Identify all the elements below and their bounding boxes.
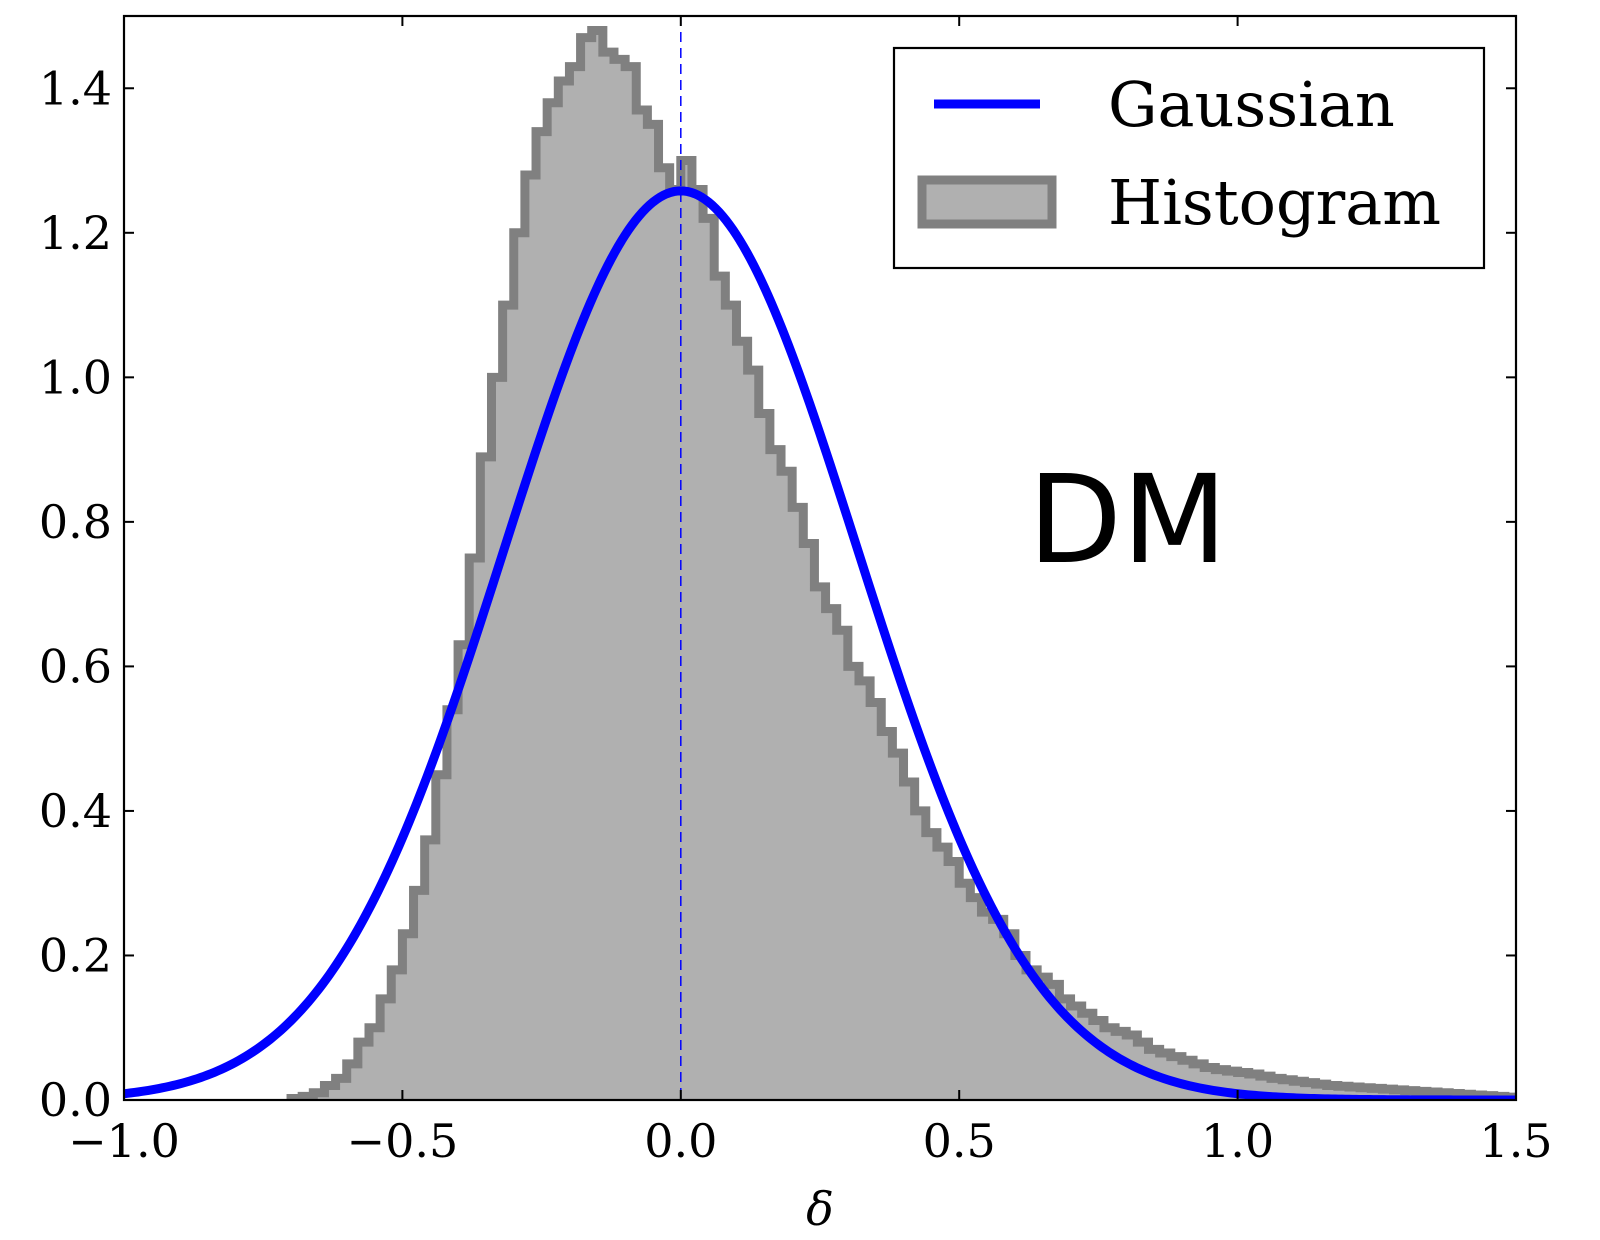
dm-annotation: DM	[1028, 449, 1227, 591]
y-tick-label: 0.2	[39, 928, 112, 982]
x-axis-tick-labels: −1.0 −0.5 0.0 0.5 1.0 1.5	[68, 1114, 1552, 1168]
axis-ticks	[123, 16, 1517, 1101]
plot-area	[124, 16, 1516, 1100]
legend-frame	[892, 46, 1486, 270]
y-tick-label: 0.8	[39, 495, 112, 549]
x-tick-label: 0.0	[644, 1114, 717, 1168]
plot-frame	[122, 14, 1518, 1102]
y-tick-label: 1.0	[39, 350, 112, 404]
legend: Gaussian Histogram	[892, 46, 1486, 270]
y-tick-label: 0.0	[39, 1073, 112, 1127]
x-axis-label: δ	[806, 1182, 834, 1236]
y-tick-label: 1.2	[39, 206, 112, 260]
gaussian-curve	[124, 186, 1516, 1100]
x-tick-label: 0.5	[923, 1114, 996, 1168]
y-tick-label: 0.4	[39, 784, 112, 838]
legend-histogram-label: Histogram	[1108, 166, 1441, 239]
y-tick-label: 0.6	[39, 639, 112, 693]
y-tick-label: 1.4	[39, 61, 112, 115]
x-tick-label: 1.5	[1479, 1114, 1552, 1168]
x-tick-label: −1.0	[68, 1114, 180, 1168]
legend-gaussian-label: Gaussian	[1108, 68, 1395, 141]
legend-histogram-swatch	[917, 175, 1057, 229]
histogram-outline	[286, 25, 1516, 1100]
x-tick-label: −0.5	[347, 1114, 459, 1168]
y-axis-tick-labels: 0.0 0.2 0.4 0.6 0.8 1.0 1.2 1.4	[39, 61, 112, 1127]
x-tick-label: 1.0	[1201, 1114, 1274, 1168]
